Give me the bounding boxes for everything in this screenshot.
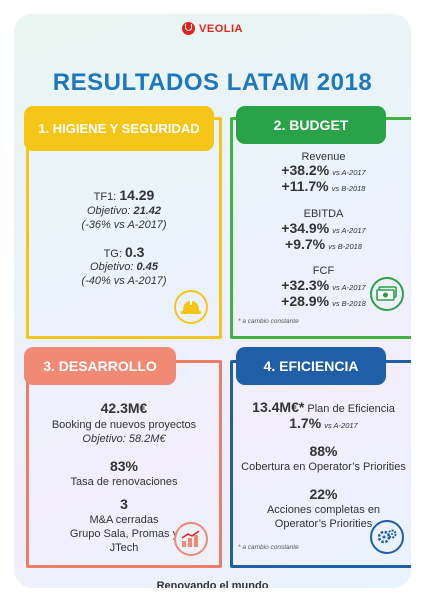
seguridad-header: 1. HIGIENE Y SEGURIDAD xyxy=(24,106,214,151)
tg-line: TG: 0.3 xyxy=(26,245,222,261)
fcf-label: FCF xyxy=(312,265,335,277)
infographic-page: VEOLIA RESULTADOS LATAM 2018 1. HIGIENE … xyxy=(14,14,411,588)
fcf-a: +32.3% xyxy=(281,277,330,293)
ma-label-3: JTech xyxy=(109,542,139,554)
revenue-b-line: +11.7% vs B-2018 xyxy=(230,179,411,196)
ebitda-a: +34.9% xyxy=(281,220,330,236)
revenue-label: Revenue xyxy=(301,151,346,163)
ebitda-a-line: +34.9% vs A-2017 xyxy=(230,221,411,238)
tg-target: 0.45 xyxy=(136,261,158,273)
ebitda-b-line: +9.7% vs B-2018 xyxy=(230,237,411,254)
plan-label: Plan de Eficiencia xyxy=(307,403,395,415)
booking-target: Objetivo: 58.2M€ xyxy=(82,433,166,445)
tg-change: (-40% vs A-2017) xyxy=(81,275,167,287)
revenue-a: +38.2% xyxy=(281,162,330,178)
page-title: RESULTADOS LATAM 2018 xyxy=(52,69,373,96)
ebitda-a-ref: vs A-2017 xyxy=(332,226,366,235)
fcf-b: +28.9% xyxy=(281,293,330,309)
ma-label-2: Grupo Sala, Promas y xyxy=(69,528,179,540)
hard-hat-icon xyxy=(174,290,208,324)
booking-value: 42.3M€ xyxy=(100,400,148,416)
plan-pct-line: 1.7% vs A-2017 xyxy=(230,416,411,433)
revenue-b: +11.7% xyxy=(281,178,329,194)
ebitda-label: EBITDA xyxy=(303,208,344,220)
fcf-a-line: +32.3% vs A-2017 xyxy=(230,278,411,295)
plan-line: 13.4M€* Plan de Eficiencia xyxy=(230,400,411,416)
tg-value: 0.3 xyxy=(124,244,145,260)
revenue-a-ref: vs A-2017 xyxy=(332,168,366,177)
veolia-logo: VEOLIA xyxy=(14,22,411,35)
cov-value: 88% xyxy=(309,443,338,459)
money-icon xyxy=(370,277,404,311)
act-label-1: Acciones completas en xyxy=(266,504,381,516)
act-label-2: Operator’s Priorities xyxy=(274,518,373,530)
tf1-value: 14.29 xyxy=(119,187,155,203)
logo-text: VEOLIA xyxy=(199,22,243,35)
ma-label-1: M&A cerradas xyxy=(89,514,159,526)
revenue-b-ref: vs B-2018 xyxy=(331,184,366,193)
eficiencia-header: 4. EFICIENCIA xyxy=(236,347,386,385)
revenue-a-line: +38.2% vs A-2017 xyxy=(230,163,411,180)
tf1-target-label: Objetivo: xyxy=(86,205,131,217)
renov-value: 83% xyxy=(109,458,139,474)
tf1-target: 21.42 xyxy=(133,205,161,217)
eficiencia-note: * a cambio constante xyxy=(238,544,299,551)
desarrollo-header: 3. DESARROLLO xyxy=(24,347,176,385)
tg-target-label: Objetivo: xyxy=(90,261,134,273)
fcf-b-line: +28.9% vs B-2018 xyxy=(230,294,411,311)
veolia-logo-icon xyxy=(182,22,196,35)
plan-value: 13.4M€* xyxy=(252,399,305,415)
tf1-label: TF1: xyxy=(93,191,117,203)
tg-label: TG: xyxy=(103,248,122,260)
fcf-b-ref: vs B-2018 xyxy=(332,299,366,308)
act-value: 22% xyxy=(309,486,338,502)
budget-note: * a cambio constante xyxy=(238,318,299,325)
ma-value: 3 xyxy=(120,496,128,512)
plan-ref: vs A-2017 xyxy=(324,421,358,430)
ebitda-b: +9.7% xyxy=(285,236,326,252)
tf1-line: TF1: 14.29 xyxy=(26,188,222,204)
tf1-change: (-36% vs A-2017) xyxy=(81,219,167,231)
budget-header: 2. BUDGET xyxy=(236,106,386,144)
gears-icon xyxy=(370,520,404,554)
footer-slogan: Renovando el mundo xyxy=(156,580,269,588)
cov-label: Cobertura en Operator’s Priorities xyxy=(241,461,406,473)
ebitda-b-ref: vs B-2018 xyxy=(328,242,362,251)
tf1-target-line: Objetivo: 21.42 xyxy=(26,204,222,218)
tg-target-line: Objetivo: 0.45 xyxy=(26,260,222,274)
fcf-a-ref: vs A-2017 xyxy=(332,283,366,292)
booking-label: Booking de nuevos proyectos xyxy=(51,419,197,431)
growth-chart-icon xyxy=(174,522,208,556)
renov-label: Tasa de renovaciones xyxy=(70,476,178,488)
plan-pct: 1.7% xyxy=(289,415,322,431)
